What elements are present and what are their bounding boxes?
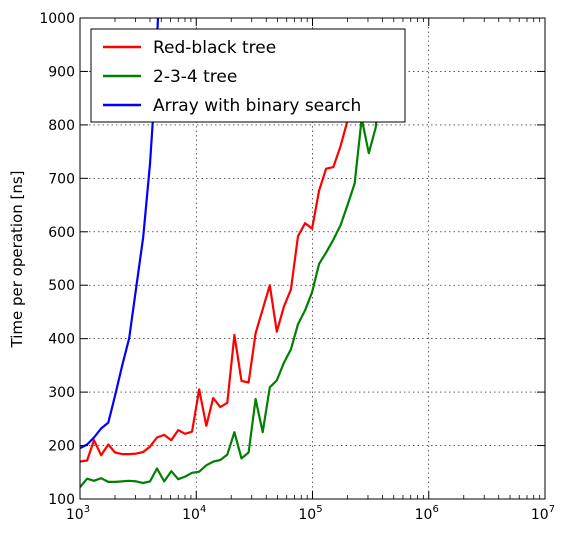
series-line-1 [80, 41, 384, 463]
y-tick-label: 900 [48, 64, 75, 80]
y-tick-labels: 100 200 300 400 500 600 700 800 900 1000 [39, 11, 75, 508]
y-tick-label: 1000 [39, 11, 75, 27]
x-tick-label: 106 [415, 504, 439, 523]
legend-box [90, 28, 406, 123]
x-tick-label: 107 [531, 504, 555, 523]
y-tick-label: 200 [48, 439, 75, 455]
series-line-2 [80, 56, 384, 488]
y-tick-label: 500 [48, 278, 75, 294]
legend-label-3: Array with binary search [153, 96, 361, 116]
axis-ticks [79, 17, 546, 500]
y-tick-label: 600 [48, 225, 75, 241]
y-tick-label: 300 [48, 385, 75, 401]
y-tick-label: 100 [48, 492, 75, 508]
x-tick-label: 104 [182, 504, 206, 523]
legend-label-1: Red-black tree [153, 38, 276, 58]
legend-label-2: 2-3-4 tree [153, 67, 237, 87]
y-tick-label: 800 [48, 118, 75, 134]
grid-lines [80, 18, 545, 499]
x-tick-label: 105 [298, 504, 322, 523]
y-tick-label: 700 [48, 171, 75, 187]
x-tick-label: 103 [66, 504, 90, 523]
y-axis-label: Time per operation [ns] [8, 171, 26, 349]
legend: Red-black tree 2-3-4 tree Array with binar… [90, 28, 406, 123]
x-tick-labels: 103 104 105 106 107 [66, 504, 555, 523]
y-tick-label: 400 [48, 332, 75, 348]
